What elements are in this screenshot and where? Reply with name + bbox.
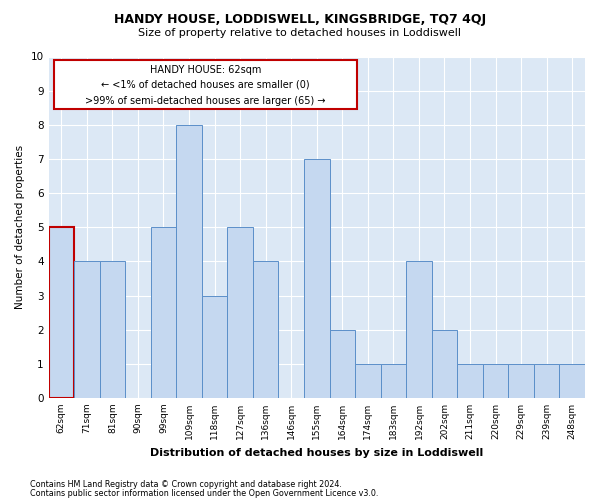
Bar [534, 364, 559, 398]
Bar [253, 262, 278, 398]
FancyBboxPatch shape [54, 60, 357, 110]
Bar [304, 159, 329, 398]
Bar [380, 364, 406, 398]
Text: Contains public sector information licensed under the Open Government Licence v3: Contains public sector information licen… [30, 489, 379, 498]
Bar [432, 330, 457, 398]
Bar [100, 262, 125, 398]
Bar [329, 330, 355, 398]
Bar [483, 364, 508, 398]
Text: Contains HM Land Registry data © Crown copyright and database right 2024.: Contains HM Land Registry data © Crown c… [30, 480, 342, 489]
Text: >99% of semi-detached houses are larger (65) →: >99% of semi-detached houses are larger … [85, 96, 326, 106]
Bar [74, 262, 100, 398]
Bar [176, 125, 202, 398]
Text: ← <1% of detached houses are smaller (0): ← <1% of detached houses are smaller (0) [101, 80, 310, 90]
Bar [151, 227, 176, 398]
Bar [355, 364, 380, 398]
Bar [457, 364, 483, 398]
Bar [559, 364, 585, 398]
Bar [202, 296, 227, 398]
Bar [227, 227, 253, 398]
X-axis label: Distribution of detached houses by size in Loddiswell: Distribution of detached houses by size … [150, 448, 484, 458]
Bar [49, 227, 74, 398]
Text: Size of property relative to detached houses in Loddiswell: Size of property relative to detached ho… [139, 28, 461, 38]
Bar [508, 364, 534, 398]
Text: HANDY HOUSE: 62sqm: HANDY HOUSE: 62sqm [150, 65, 261, 75]
Bar [406, 262, 432, 398]
Y-axis label: Number of detached properties: Number of detached properties [15, 145, 25, 310]
Text: HANDY HOUSE, LODDISWELL, KINGSBRIDGE, TQ7 4QJ: HANDY HOUSE, LODDISWELL, KINGSBRIDGE, TQ… [114, 12, 486, 26]
